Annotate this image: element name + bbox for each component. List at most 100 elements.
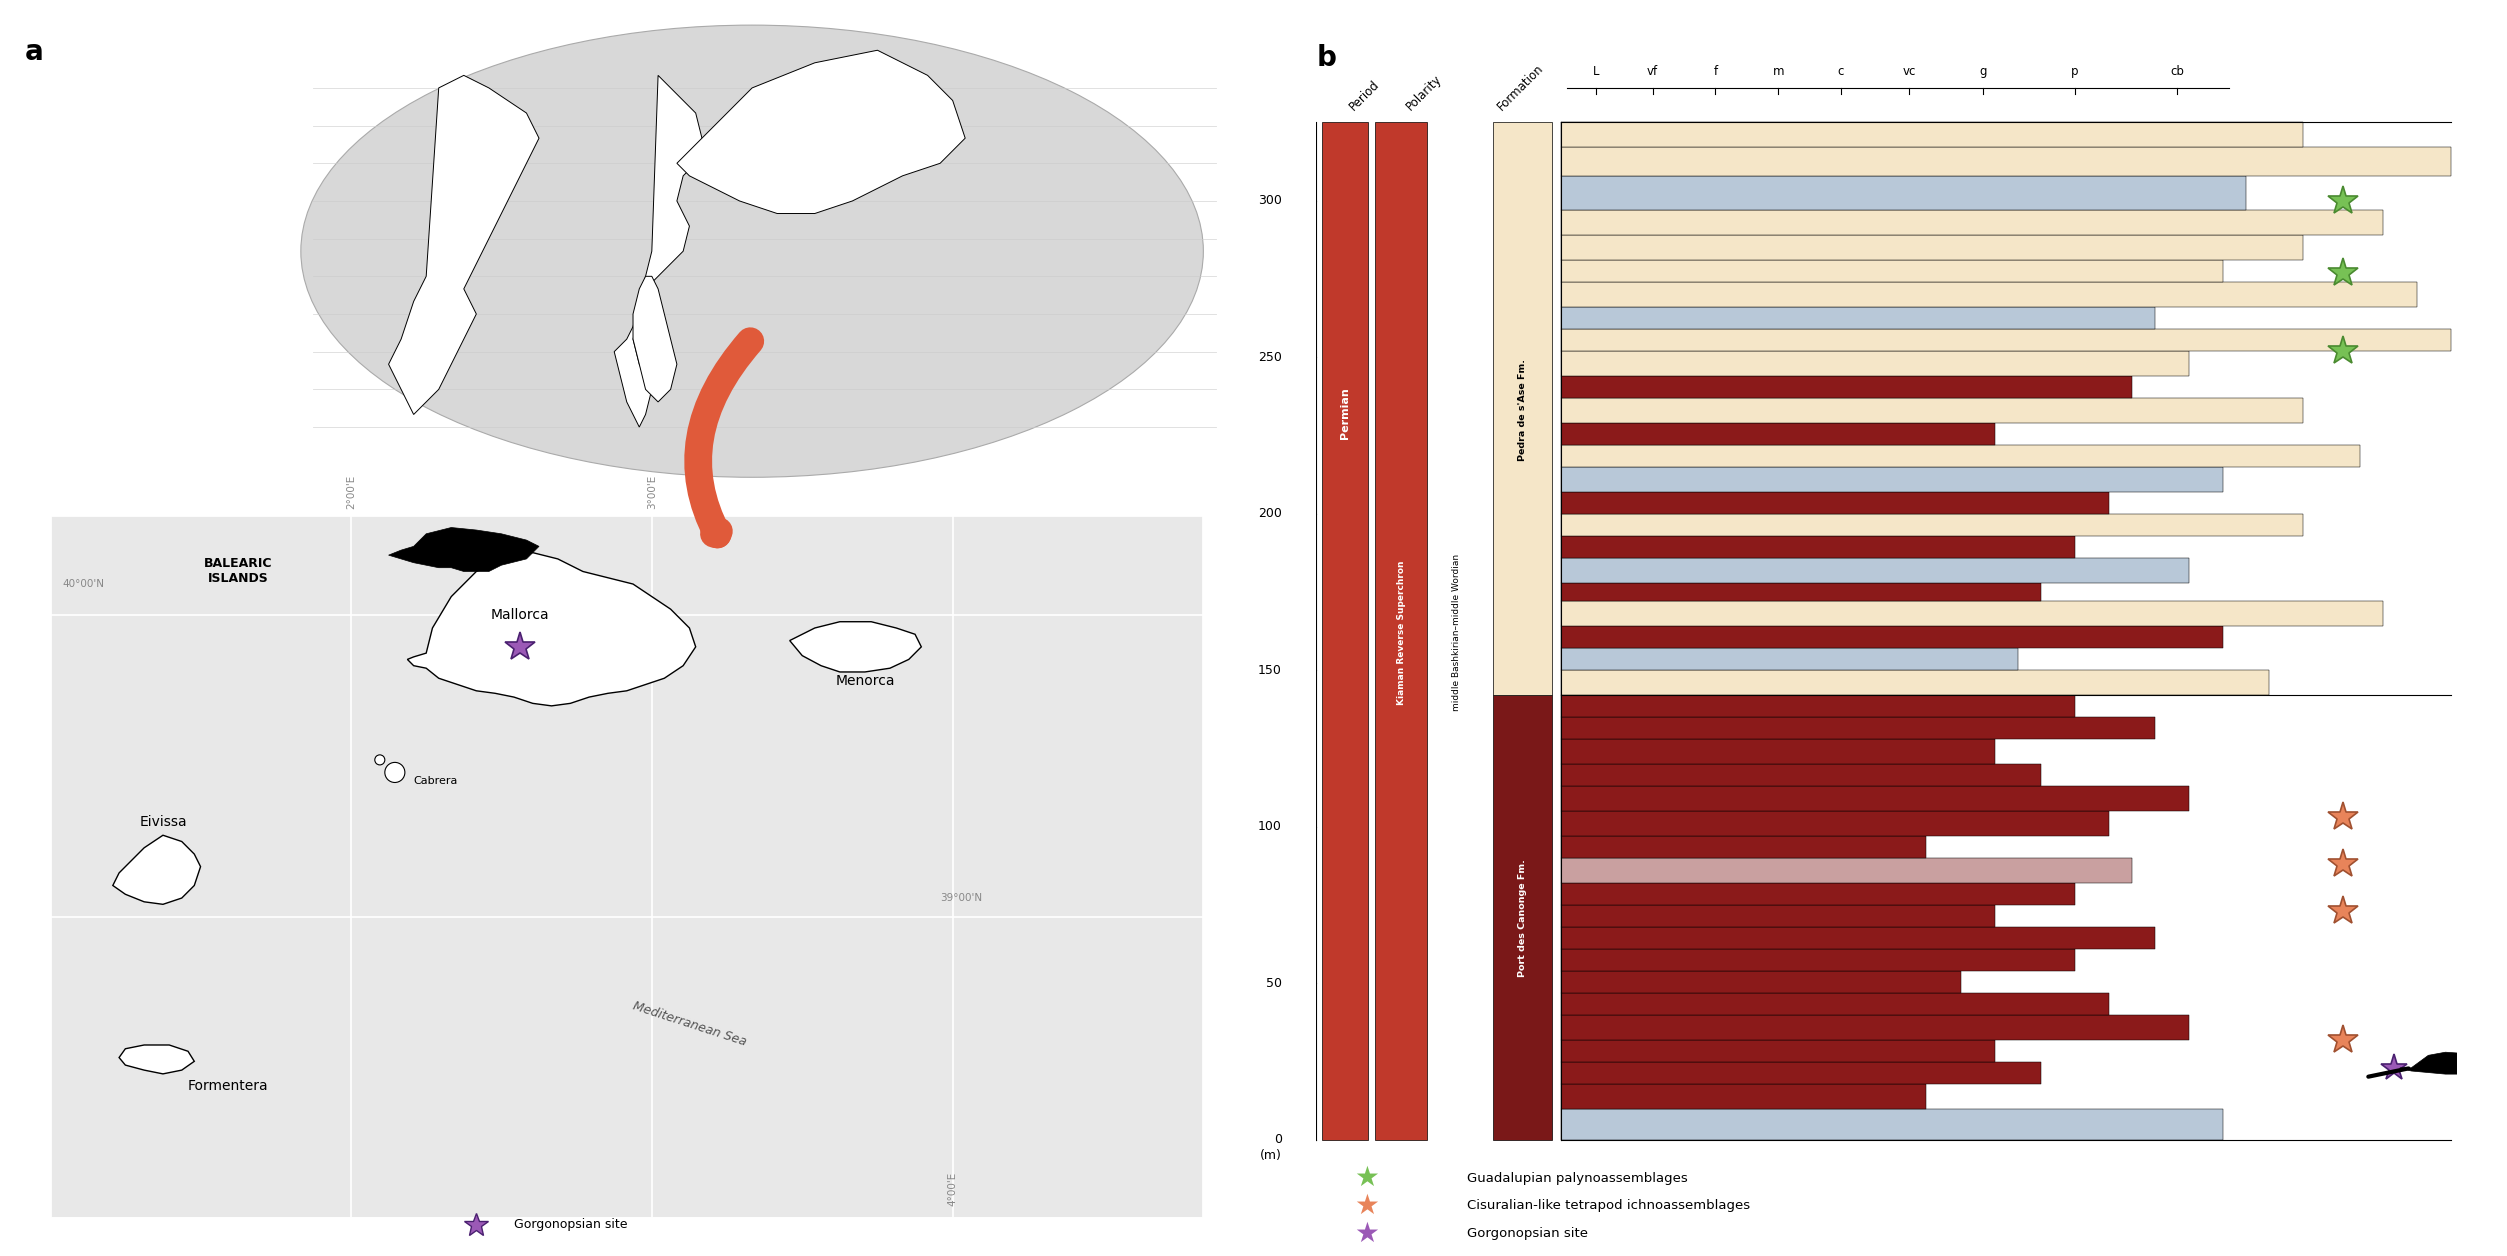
Text: Gorgonopsian site: Gorgonopsian site [1467,1227,1587,1240]
Text: ★: ★ [1354,1220,1379,1247]
Polygon shape [790,622,923,672]
Text: Eivissa: Eivissa [140,815,186,829]
Bar [1562,492,2108,514]
Text: Period: Period [1346,78,1381,113]
Text: Polarity: Polarity [1404,73,1444,113]
Polygon shape [118,1045,193,1074]
Polygon shape [113,835,201,904]
Bar [1562,147,2452,176]
Polygon shape [2399,1053,2502,1074]
Text: 4°00'E: 4°00'E [948,1172,958,1206]
Bar [1562,260,2224,283]
Text: 3°00'E: 3°00'E [647,475,657,509]
Bar [1562,883,2076,906]
Bar [1562,927,2154,948]
Bar [1562,739,1996,764]
Bar [1562,283,2417,306]
Polygon shape [614,75,702,427]
Text: 0: 0 [1274,1133,1281,1147]
Polygon shape [389,528,539,571]
Bar [1494,696,1552,1140]
Text: 150: 150 [1259,663,1281,677]
Text: f: f [1712,65,1717,78]
Text: p: p [2071,65,2078,78]
Bar [1562,948,2076,971]
Text: 300: 300 [1259,195,1281,207]
Bar [1562,1015,2189,1040]
Text: cb: cb [2171,65,2184,78]
Text: b: b [1316,44,1336,72]
Circle shape [384,762,406,782]
Bar [1562,122,2304,147]
Text: 40°00'N: 40°00'N [63,579,105,589]
Bar [1562,514,2304,535]
Bar [1562,558,2189,583]
Bar [1494,122,1552,696]
Polygon shape [632,276,677,402]
Text: Cabrera: Cabrera [414,776,459,786]
Text: (m): (m) [1261,1149,1281,1162]
Text: 50: 50 [1266,977,1281,990]
Text: Formentera: Formentera [188,1079,268,1094]
Bar [1562,836,1925,858]
Text: BALEARIC
ISLANDS: BALEARIC ISLANDS [203,558,273,585]
Bar [1562,602,2382,627]
Polygon shape [406,553,697,706]
Bar [1562,671,2269,696]
Bar [1562,535,2076,558]
Bar [1562,350,2189,376]
Bar [1562,1040,1996,1061]
Text: c: c [1838,65,1845,78]
Text: Cisuralian-like tetrapod ichnoassemblages: Cisuralian-like tetrapod ichnoassemblage… [1467,1199,1750,1212]
Bar [1562,1061,2041,1084]
Text: Port des Canonge Fm.: Port des Canonge Fm. [1519,859,1527,976]
Text: Menorca: Menorca [835,673,895,688]
Text: L: L [1592,65,1599,78]
Text: 100: 100 [1259,820,1281,833]
Bar [1562,306,2154,329]
Text: Gorgonopsian site: Gorgonopsian site [514,1218,627,1231]
Text: Pedra de s'Ase Fm.: Pedra de s'Ase Fm. [1519,359,1527,461]
Bar [1376,122,1426,1140]
Bar [1562,329,2452,350]
Bar [1562,811,2108,836]
Text: middle Bashkirian–middle Wordian: middle Bashkirian–middle Wordian [1452,554,1462,711]
Text: 200: 200 [1259,507,1281,520]
FancyArrowPatch shape [697,342,750,535]
Bar [1562,627,2224,648]
Bar [1562,376,2131,398]
Text: Permian: Permian [1339,388,1349,440]
Text: m: m [1772,65,1785,78]
Text: ★: ★ [1354,1164,1379,1192]
Text: g: g [1981,65,1988,78]
Bar [1562,445,2359,467]
Bar [1562,858,2131,883]
Polygon shape [389,75,539,414]
Text: Formation: Formation [1494,62,1547,113]
Bar [1562,583,2041,602]
Bar [50,515,1203,1218]
Text: Mallorca: Mallorca [491,608,549,622]
Text: 39°00'N: 39°00'N [940,893,983,903]
Bar [1562,467,2224,492]
Ellipse shape [301,25,1203,477]
Bar [1562,210,2382,235]
Bar [1562,1084,1925,1109]
Bar [1562,648,2018,671]
Text: Kiaman Reverse Superchron: Kiaman Reverse Superchron [1396,560,1406,705]
Text: 250: 250 [1259,350,1281,364]
Text: a: a [25,38,43,65]
Bar [1562,696,2076,717]
Text: 2°00'E: 2°00'E [346,475,356,509]
Text: vc: vc [1903,65,1915,78]
Bar [1562,906,1996,927]
Bar [1562,786,2189,811]
Text: Guadalupian palynoassemblages: Guadalupian palynoassemblages [1467,1172,1687,1184]
Bar [1562,764,2041,786]
Bar [1562,423,1996,445]
Bar [1562,235,2304,260]
Bar [1562,176,2246,210]
Text: Mediterranean Sea: Mediterranean Sea [632,999,747,1049]
Bar [1562,971,1960,992]
Bar [1321,122,1366,1140]
